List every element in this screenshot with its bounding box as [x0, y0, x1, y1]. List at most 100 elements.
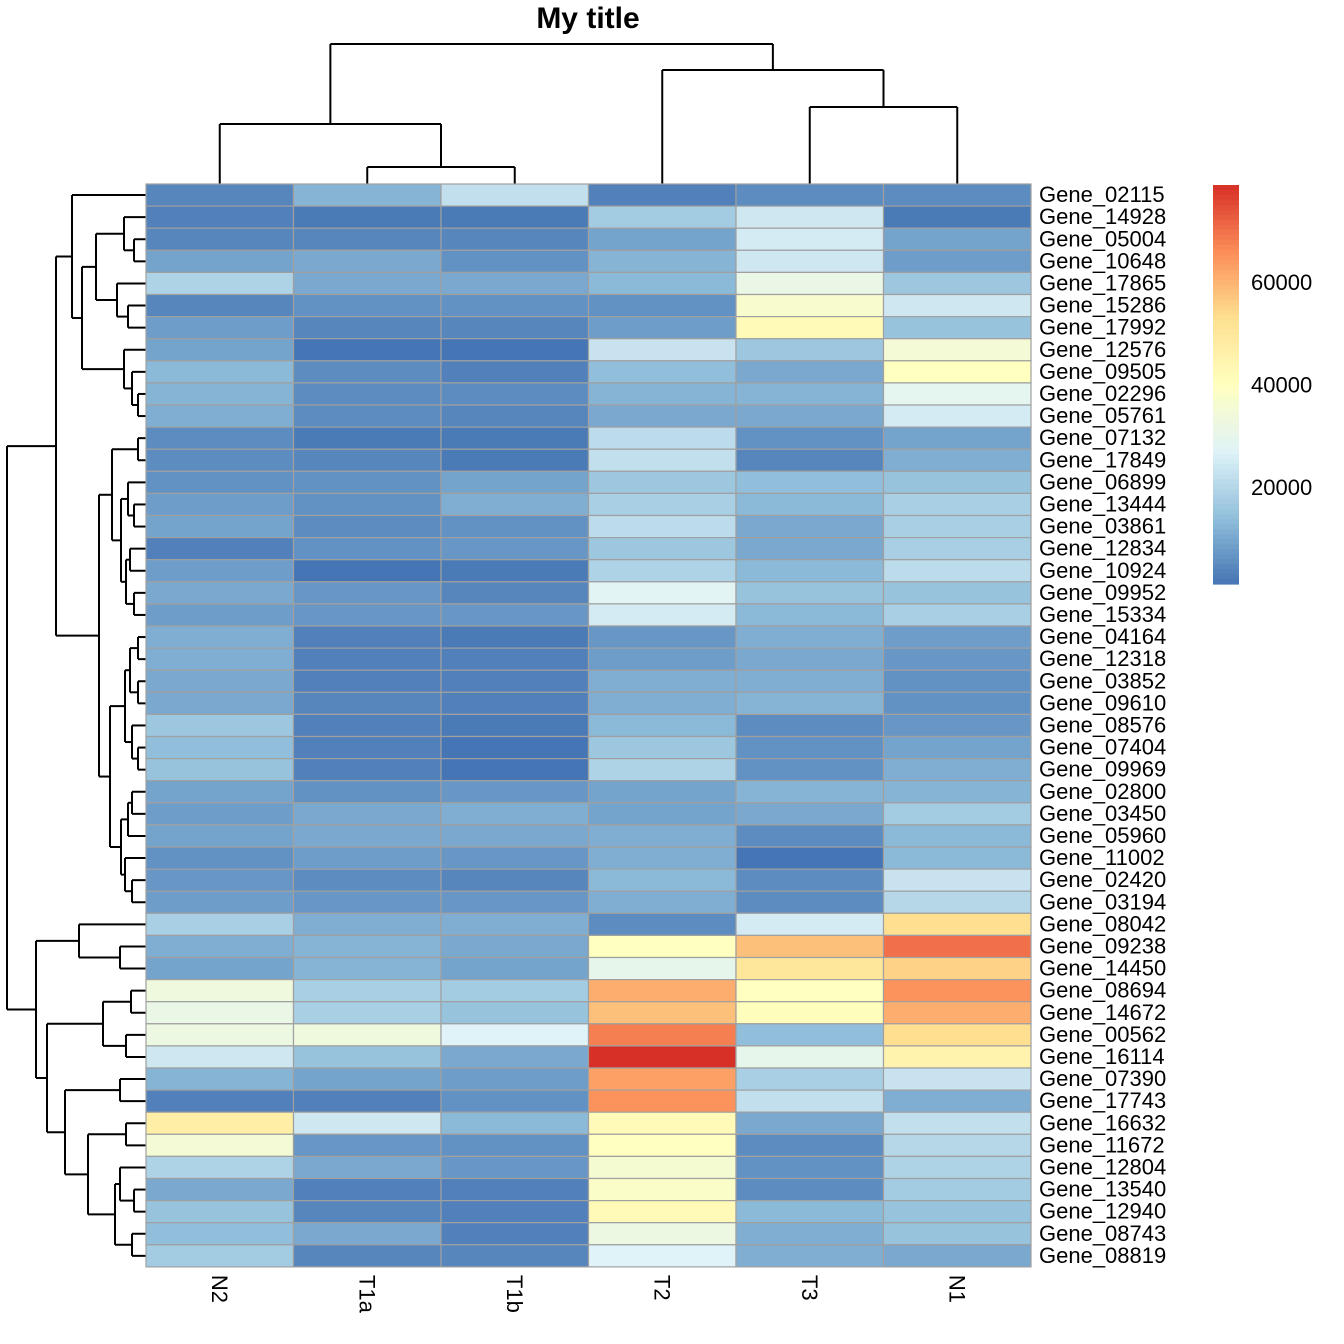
heatmap-cell	[145, 846, 295, 870]
heatmap-cell	[587, 360, 737, 384]
row-label: Gene_02800	[1039, 779, 1166, 804]
row-label: Gene_16114	[1039, 1044, 1165, 1069]
heatmap-cell	[587, 713, 737, 738]
heatmap-cell	[440, 536, 590, 561]
legend-color-step	[1213, 294, 1239, 301]
heatmap-cell	[292, 978, 442, 1003]
heatmap-cell	[292, 404, 442, 428]
legend-color-step	[1213, 354, 1239, 361]
heatmap-cell	[145, 227, 295, 251]
legend-color-step	[1213, 269, 1239, 276]
legend-color-step	[1213, 509, 1239, 515]
heatmap-cell	[440, 802, 590, 826]
legend-color-step	[1213, 574, 1239, 580]
legend-color-step	[1213, 384, 1239, 391]
heatmap-cell	[292, 824, 442, 848]
heatmap-cell	[145, 1177, 295, 1202]
heatmap-cell	[735, 426, 885, 450]
heatmap-cell	[440, 1199, 590, 1224]
row-labels: Gene_02115Gene_14928Gene_05004Gene_10648…	[1039, 182, 1166, 1268]
legend-color-step	[1213, 519, 1239, 525]
heatmap-cell	[145, 912, 295, 936]
heatmap-cell	[440, 1222, 590, 1246]
legend-color-step	[1213, 459, 1239, 465]
heatmap-cell	[292, 470, 442, 494]
legend-tick-label: 40000	[1251, 373, 1312, 398]
heatmap-cell	[145, 1089, 295, 1113]
legend-color-step	[1213, 494, 1239, 500]
legend-color-step	[1213, 394, 1239, 401]
heatmap-cell	[292, 382, 442, 406]
heatmap-cell	[145, 293, 295, 318]
heatmap-cell	[587, 846, 737, 870]
heatmap-cell	[882, 1045, 1032, 1069]
heatmap-cell	[587, 802, 737, 826]
legend-color-step	[1213, 364, 1239, 371]
heatmap-cell	[587, 1045, 737, 1069]
heatmap-cell	[145, 934, 295, 959]
heatmap-cell	[145, 802, 295, 826]
heatmap-cell	[735, 647, 885, 671]
row-label: Gene_16632	[1039, 1110, 1166, 1135]
heatmap-cell	[145, 271, 295, 296]
legend-color-step	[1213, 389, 1239, 396]
heatmap-cell	[292, 647, 442, 671]
heatmap-cell	[292, 448, 442, 472]
heatmap-cell	[292, 735, 442, 760]
column-label: N1	[944, 1275, 969, 1303]
heatmap-cell	[735, 581, 885, 605]
heatmap-cell	[292, 1045, 442, 1069]
heatmap-cell	[145, 559, 295, 583]
heatmap-cell	[440, 1001, 590, 1025]
heatmap-cell	[587, 382, 737, 406]
legend-color-step	[1213, 304, 1239, 311]
heatmap-cell	[440, 581, 590, 605]
legend-color-step	[1213, 239, 1239, 246]
heatmap-cell	[440, 912, 590, 936]
heatmap-cell	[145, 404, 295, 428]
column-label: T1a	[354, 1275, 379, 1314]
heatmap-cell	[145, 1067, 295, 1091]
heatmap-cell	[735, 448, 885, 472]
heatmap-cell	[440, 293, 590, 318]
heatmap-cell	[292, 581, 442, 605]
legend-color-step	[1213, 444, 1239, 450]
row-label: Gene_15334	[1039, 602, 1166, 627]
column-label: T2	[649, 1275, 674, 1301]
heatmap-cell	[587, 912, 737, 936]
legend-tick-label: 60000	[1251, 270, 1312, 295]
heatmap-cell	[882, 227, 1032, 251]
legend-color-step	[1213, 559, 1239, 565]
heatmap-cell	[292, 492, 442, 517]
heatmap-cell	[735, 559, 885, 583]
legend-color-step	[1213, 319, 1239, 326]
column-labels: N2 T1a T1b T2 T3 N1	[207, 1275, 970, 1314]
row-label: Gene_09952	[1039, 580, 1166, 605]
heatmap-cell	[440, 978, 590, 1003]
legend-color-step	[1213, 214, 1239, 221]
heatmap-cell	[735, 691, 885, 715]
heatmap-cell	[440, 735, 590, 760]
legend-color-step	[1213, 544, 1239, 550]
heatmap-cell	[292, 757, 442, 782]
heatmap-cell	[292, 934, 442, 959]
heatmap-cell	[587, 536, 737, 561]
heatmap-cell	[292, 316, 442, 340]
heatmap-cell	[587, 1177, 737, 1202]
legend-color-step	[1213, 434, 1239, 440]
heatmap-cell	[145, 1023, 295, 1047]
heatmap-cell	[440, 691, 590, 715]
heatmap-cell	[587, 426, 737, 450]
row-label: Gene_04164	[1039, 624, 1166, 649]
heatmap-cell	[440, 757, 590, 782]
heatmap-cell	[735, 514, 885, 539]
heatmap-cell	[882, 735, 1032, 760]
legend-color-step	[1213, 499, 1239, 505]
legend-color-step	[1213, 219, 1239, 226]
heatmap-cell	[292, 514, 442, 539]
row-label: Gene_17743	[1039, 1088, 1166, 1113]
heatmap-cell	[440, 492, 590, 517]
heatmap-cell	[735, 912, 885, 936]
legend-color-step	[1213, 429, 1239, 435]
heatmap-cell	[882, 625, 1032, 649]
